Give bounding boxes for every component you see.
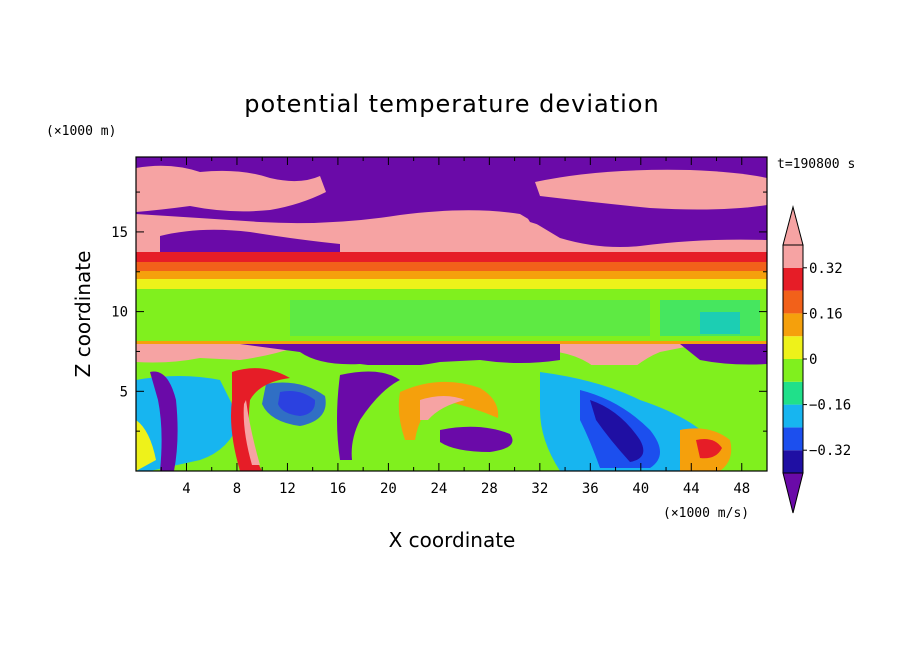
x-tick-label: 44 <box>683 481 700 497</box>
band-orange <box>136 271 767 280</box>
colorbar: 0.32 0.16 0 −0.16 −0.32 <box>782 205 851 514</box>
band-green-mid <box>290 300 650 336</box>
time-label: t=190800 s <box>777 157 855 172</box>
field-lower-orange-arc <box>398 381 499 440</box>
x-unit-label: (×1000 m/s) <box>663 506 749 521</box>
chart-title: potential temperature deviation <box>244 90 659 118</box>
x-tick-label: 36 <box>582 481 599 497</box>
field-lower-darkblue <box>590 400 644 462</box>
colorbar-label: 0 <box>809 352 817 368</box>
x-axis-title: X coordinate <box>389 528 516 552</box>
colorbar-swatch <box>783 359 803 382</box>
colorbar-swatch <box>783 381 803 405</box>
field-lower-pink-core <box>420 396 465 420</box>
x-axis: 4 8 12 16 20 24 28 32 36 40 44 48 <box>160 157 768 497</box>
field-lower-purple-center <box>337 371 400 460</box>
band-orange-line <box>136 341 767 344</box>
x-tick-label: 8 <box>233 481 241 497</box>
y-tick-label: 15 <box>111 225 128 241</box>
x-tick-label: 32 <box>531 481 548 497</box>
x-tick-label: 12 <box>279 481 296 497</box>
x-tick-label: 16 <box>329 481 346 497</box>
colorbar-swatch <box>783 427 803 451</box>
x-tick-label: 4 <box>182 481 190 497</box>
field-lower-blue-vortex <box>262 382 326 426</box>
field-mid-purple <box>240 344 560 367</box>
colorbar-label: −0.32 <box>809 443 851 459</box>
band-yellow <box>136 279 767 289</box>
band-green-patch <box>660 300 760 336</box>
colorbar-label: 0.32 <box>809 261 843 277</box>
colorbar-swatch <box>783 313 803 337</box>
colorbar-swatch <box>783 290 803 314</box>
plot-area <box>136 157 767 471</box>
field-lower-purple-lobe <box>440 426 513 452</box>
colorbar-label: −0.16 <box>809 398 851 414</box>
field-lower-red-right <box>696 439 722 459</box>
colorbar-extend-low <box>782 472 804 514</box>
band-orange-red <box>136 262 767 272</box>
plot-frame <box>135 156 768 472</box>
colorbar-swatch <box>783 336 803 359</box>
y-tick-label: 5 <box>120 384 128 400</box>
x-tick-label: 40 <box>632 481 649 497</box>
x-tick-label: 24 <box>430 481 447 497</box>
y-axis: 5 10 15 <box>111 191 767 432</box>
field-upper-purple-patch-2 <box>520 204 700 238</box>
x-tick-label: 28 <box>481 481 498 497</box>
colorbar-swatch <box>783 404 803 428</box>
field-mid-purple-right <box>680 344 767 365</box>
colorbar-swatch <box>783 450 803 473</box>
x-tick-label: 20 <box>380 481 397 497</box>
colorbar-swatch <box>783 267 803 291</box>
x-tick-label: 48 <box>733 481 750 497</box>
field-lower-red-arc <box>231 368 290 471</box>
colorbar-label: 0.16 <box>809 306 843 322</box>
colorbar-extend-high <box>782 205 804 246</box>
y-tick-label: 10 <box>111 305 128 321</box>
field-lower-yellow-left <box>136 420 156 471</box>
field-lower-purple-left <box>150 371 178 471</box>
field-upper-pink <box>136 165 326 212</box>
y-unit-label: (×1000 m) <box>46 124 116 139</box>
field-upper-pink-right <box>535 169 767 210</box>
y-axis-title: Z coordinate <box>71 251 95 378</box>
field-lower-pink-arc <box>243 400 260 465</box>
field-upper-purple-patch <box>160 229 340 252</box>
colorbar-swatch <box>783 245 803 268</box>
